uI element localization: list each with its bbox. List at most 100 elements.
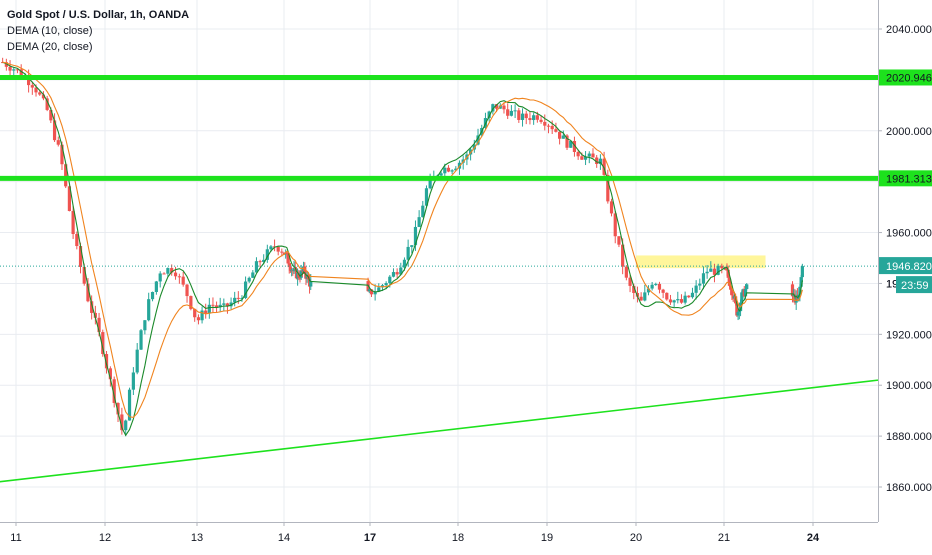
candle-body [391,272,396,277]
time-tick-label: 24 [807,532,820,544]
candle-body [286,253,290,264]
candle-body [258,261,262,263]
candle-body [798,286,802,295]
candle-body [236,297,240,299]
candle-body [254,261,259,273]
chart-legend: Gold Spot / U.S. Dollar, 1h, OANDA DEMA … [7,7,189,55]
candle-body [632,285,636,293]
candle-body [606,174,610,202]
candle-body [406,246,410,260]
candle-body [799,277,803,287]
candle-body [421,205,425,218]
candle-body [524,113,528,119]
level-price-label: 2020.946 [886,72,932,84]
candle-body [211,304,215,306]
candle-body [550,125,554,130]
candle-body [154,281,158,292]
candle-body [218,304,222,308]
candle-body [225,303,230,307]
candle-body [395,272,399,275]
candle-body [672,300,676,303]
candle-body [621,244,625,267]
price-tick-label: 1900.000 [886,380,932,392]
candle-body [214,305,219,308]
candle-body [687,295,691,298]
candle-body [800,266,804,278]
candle-body [701,273,706,284]
candle-body [628,277,632,286]
candle-body [517,110,521,120]
candle-body [75,234,79,247]
candle-body [591,153,595,158]
candle-body [104,354,109,369]
dema-20-line [2,61,803,418]
candle-body [740,292,744,303]
candle-body [204,310,208,314]
candle-body [613,213,617,237]
candle-body [207,304,211,314]
price-tick-label: 2040.000 [886,24,932,36]
candle-body [417,217,421,227]
candle-body [698,283,702,286]
candle-body [170,268,174,273]
candle-body [181,276,185,285]
resistance-zone-layer [636,255,766,269]
candle-body [173,272,178,277]
candle-body [428,178,432,189]
candle-body [565,135,569,148]
candle-body [12,69,16,71]
candle-body [108,368,112,380]
candle-body [162,273,166,275]
candle-body [558,131,562,139]
price-tick-label: 1920.000 [886,329,932,341]
candle-body [650,284,654,289]
candle-body [303,266,307,274]
candle-body [265,249,269,260]
candle-body [502,105,506,110]
candle-body [240,297,244,299]
countdown-label: 23:59 [901,280,929,292]
ascending-trendline [0,379,879,483]
candle-body [299,270,303,278]
level-price-label: 1981.313 [886,173,932,185]
candle-body [38,92,42,95]
candle-body [15,69,20,71]
candle-body [139,330,143,350]
legend-dema-10: DEMA (10, close) [7,25,93,37]
time-tick-label: 13 [191,532,203,544]
candle-body [543,121,547,126]
candle-body [52,120,57,141]
time-tick-label: 11 [10,532,21,544]
candle-body [147,299,151,321]
candle-body [683,295,687,303]
candle-body [580,156,584,160]
candle-body [654,283,658,285]
candle-body [185,284,189,297]
price-tick-label: 2000.000 [886,126,932,138]
candle-body [229,302,233,307]
candle-body [443,167,447,174]
candle-body [454,168,458,171]
candle-body [657,283,662,290]
candle-body [56,140,60,145]
candle-body [78,246,83,267]
candle-body [498,105,502,109]
price-tick-label: 1880.000 [886,431,932,443]
candle-body [247,277,251,282]
candle-body [97,317,101,333]
candle-body [561,135,565,139]
level-price-badge [879,69,932,86]
candle-body [794,295,798,303]
candle-body [189,296,193,309]
candle-body [196,317,201,321]
candle-body [690,292,695,298]
candle-body [668,299,673,303]
candle-body [569,140,573,148]
candle-body [30,85,34,88]
candle-body [177,276,181,278]
time-tick-label: 14 [278,532,290,544]
candle-body [790,284,795,297]
candle-body [276,246,280,252]
